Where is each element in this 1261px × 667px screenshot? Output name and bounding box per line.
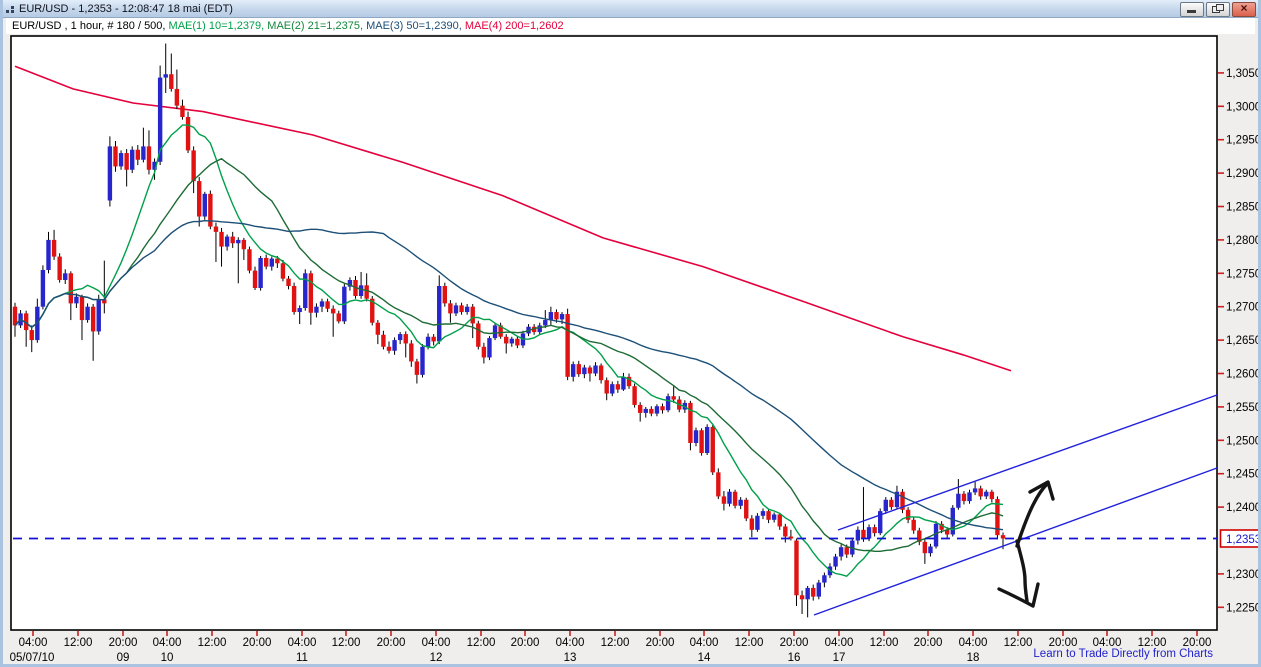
app-icon (6, 4, 16, 14)
svg-text:1,2700: 1,2700 (1226, 302, 1261, 314)
ma200-line (14, 65, 1012, 372)
svg-text:20:00: 20:00 (377, 637, 406, 649)
candles-layer (12, 43, 1006, 618)
header-segment: EUR/USD , 1 hour, # 180 / 500, (12, 20, 169, 32)
hand-drawn-arrow-annotation[interactable] (997, 480, 1055, 608)
svg-text:20:00: 20:00 (243, 637, 272, 649)
svg-text:1,2650: 1,2650 (1226, 335, 1261, 347)
minimize-button[interactable] (1180, 2, 1204, 17)
svg-text:1,2900: 1,2900 (1226, 168, 1261, 180)
svg-text:1,2800: 1,2800 (1226, 235, 1261, 247)
svg-text:20:00: 20:00 (914, 637, 943, 649)
svg-text:1,2500: 1,2500 (1226, 435, 1261, 447)
svg-text:12: 12 (430, 652, 443, 664)
header-segment: MAE(1) 10=1,2379, (168, 20, 268, 32)
svg-text:16: 16 (788, 652, 801, 664)
header-segment: MAE(2) 21=1,2375, (267, 20, 367, 32)
svg-text:20:00: 20:00 (646, 637, 675, 649)
svg-text:04:00: 04:00 (153, 637, 182, 649)
svg-text:12:00: 12:00 (467, 637, 496, 649)
close-button[interactable]: × (1232, 2, 1256, 17)
learn-to-trade-link[interactable]: Learn to Trade Directly from Charts (1033, 648, 1213, 660)
plot-background (10, 35, 1218, 631)
svg-text:1,2250: 1,2250 (1226, 602, 1261, 614)
svg-text:12:00: 12:00 (1004, 637, 1033, 649)
price-chart[interactable]: 1,3050 1,3000 1,2950 1,2900 1,2850 1,2800 1,27… (3, 0, 1261, 667)
minimize-icon (1187, 10, 1196, 13)
svg-text:1,2300: 1,2300 (1226, 569, 1261, 581)
svg-text:1,2600: 1,2600 (1226, 369, 1261, 381)
ma-lines (14, 124, 1004, 577)
svg-text:04:00: 04:00 (959, 637, 988, 649)
instrument-header: EUR/USD , 1 hour, # 180 / 500, MAE(1) 10… (6, 18, 1255, 34)
svg-text:18: 18 (967, 652, 980, 664)
svg-text:1,2550: 1,2550 (1226, 402, 1261, 414)
svg-text:04:00: 04:00 (288, 637, 317, 649)
svg-text:12:00: 12:00 (1138, 637, 1167, 649)
y-axis: 1,3050 1,3000 1,2950 1,2900 1,2850 1,2800 1,27… (1218, 68, 1261, 614)
restore-icon (1212, 4, 1224, 13)
current-price-label: 1,2353 (1219, 529, 1261, 548)
svg-text:17: 17 (833, 652, 846, 664)
svg-text:13: 13 (564, 652, 577, 664)
svg-text:05/07/10: 05/07/10 (10, 652, 55, 664)
svg-text:14: 14 (698, 652, 711, 664)
svg-text:20:00: 20:00 (780, 637, 809, 649)
svg-text:04:00: 04:00 (825, 637, 854, 649)
svg-text:04:00: 04:00 (556, 637, 585, 649)
svg-text:1,2850: 1,2850 (1226, 202, 1261, 214)
x-axis: 04:00 12:00 20:00 04:00 12:00 20:00 04:00 12:00… (10, 631, 1212, 664)
svg-text:1,2353: 1,2353 (1226, 534, 1261, 546)
svg-text:04:00: 04:00 (1093, 637, 1122, 649)
svg-text:20:00: 20:00 (1183, 637, 1212, 649)
svg-text:12:00: 12:00 (870, 637, 899, 649)
svg-text:12:00: 12:00 (198, 637, 227, 649)
svg-text:04:00: 04:00 (690, 637, 719, 649)
svg-text:1,2400: 1,2400 (1226, 502, 1261, 514)
svg-text:04:00: 04:00 (422, 637, 451, 649)
header-segment: MAE(3) 50=1,2390, (366, 20, 465, 32)
svg-text:12:00: 12:00 (735, 637, 764, 649)
svg-text:10: 10 (161, 652, 174, 664)
svg-text:04:00: 04:00 (19, 637, 48, 649)
svg-text:20:00: 20:00 (109, 637, 138, 649)
svg-text:1,2950: 1,2950 (1226, 135, 1261, 147)
svg-text:12:00: 12:00 (64, 637, 93, 649)
svg-text:12:00: 12:00 (601, 637, 630, 649)
svg-text:1,2450: 1,2450 (1226, 469, 1261, 481)
svg-text:1,3050: 1,3050 (1226, 68, 1261, 80)
window-title: EUR/USD - 1,2353 - 12:08:47 18 mai (EDT) (19, 2, 233, 15)
svg-text:09: 09 (117, 652, 130, 664)
svg-text:20:00: 20:00 (511, 637, 540, 649)
svg-text:11: 11 (296, 652, 308, 664)
restore-button[interactable] (1206, 2, 1230, 17)
svg-text:1,3000: 1,3000 (1226, 101, 1261, 113)
svg-text:12:00: 12:00 (332, 637, 361, 649)
svg-text:1,2750: 1,2750 (1226, 268, 1261, 280)
title-bar[interactable]: EUR/USD - 1,2353 - 12:08:47 18 mai (EDT)… (3, 0, 1258, 18)
header-segment: MAE(4) 200=1,2602 (464, 20, 564, 32)
svg-text:20:00: 20:00 (1049, 637, 1078, 649)
